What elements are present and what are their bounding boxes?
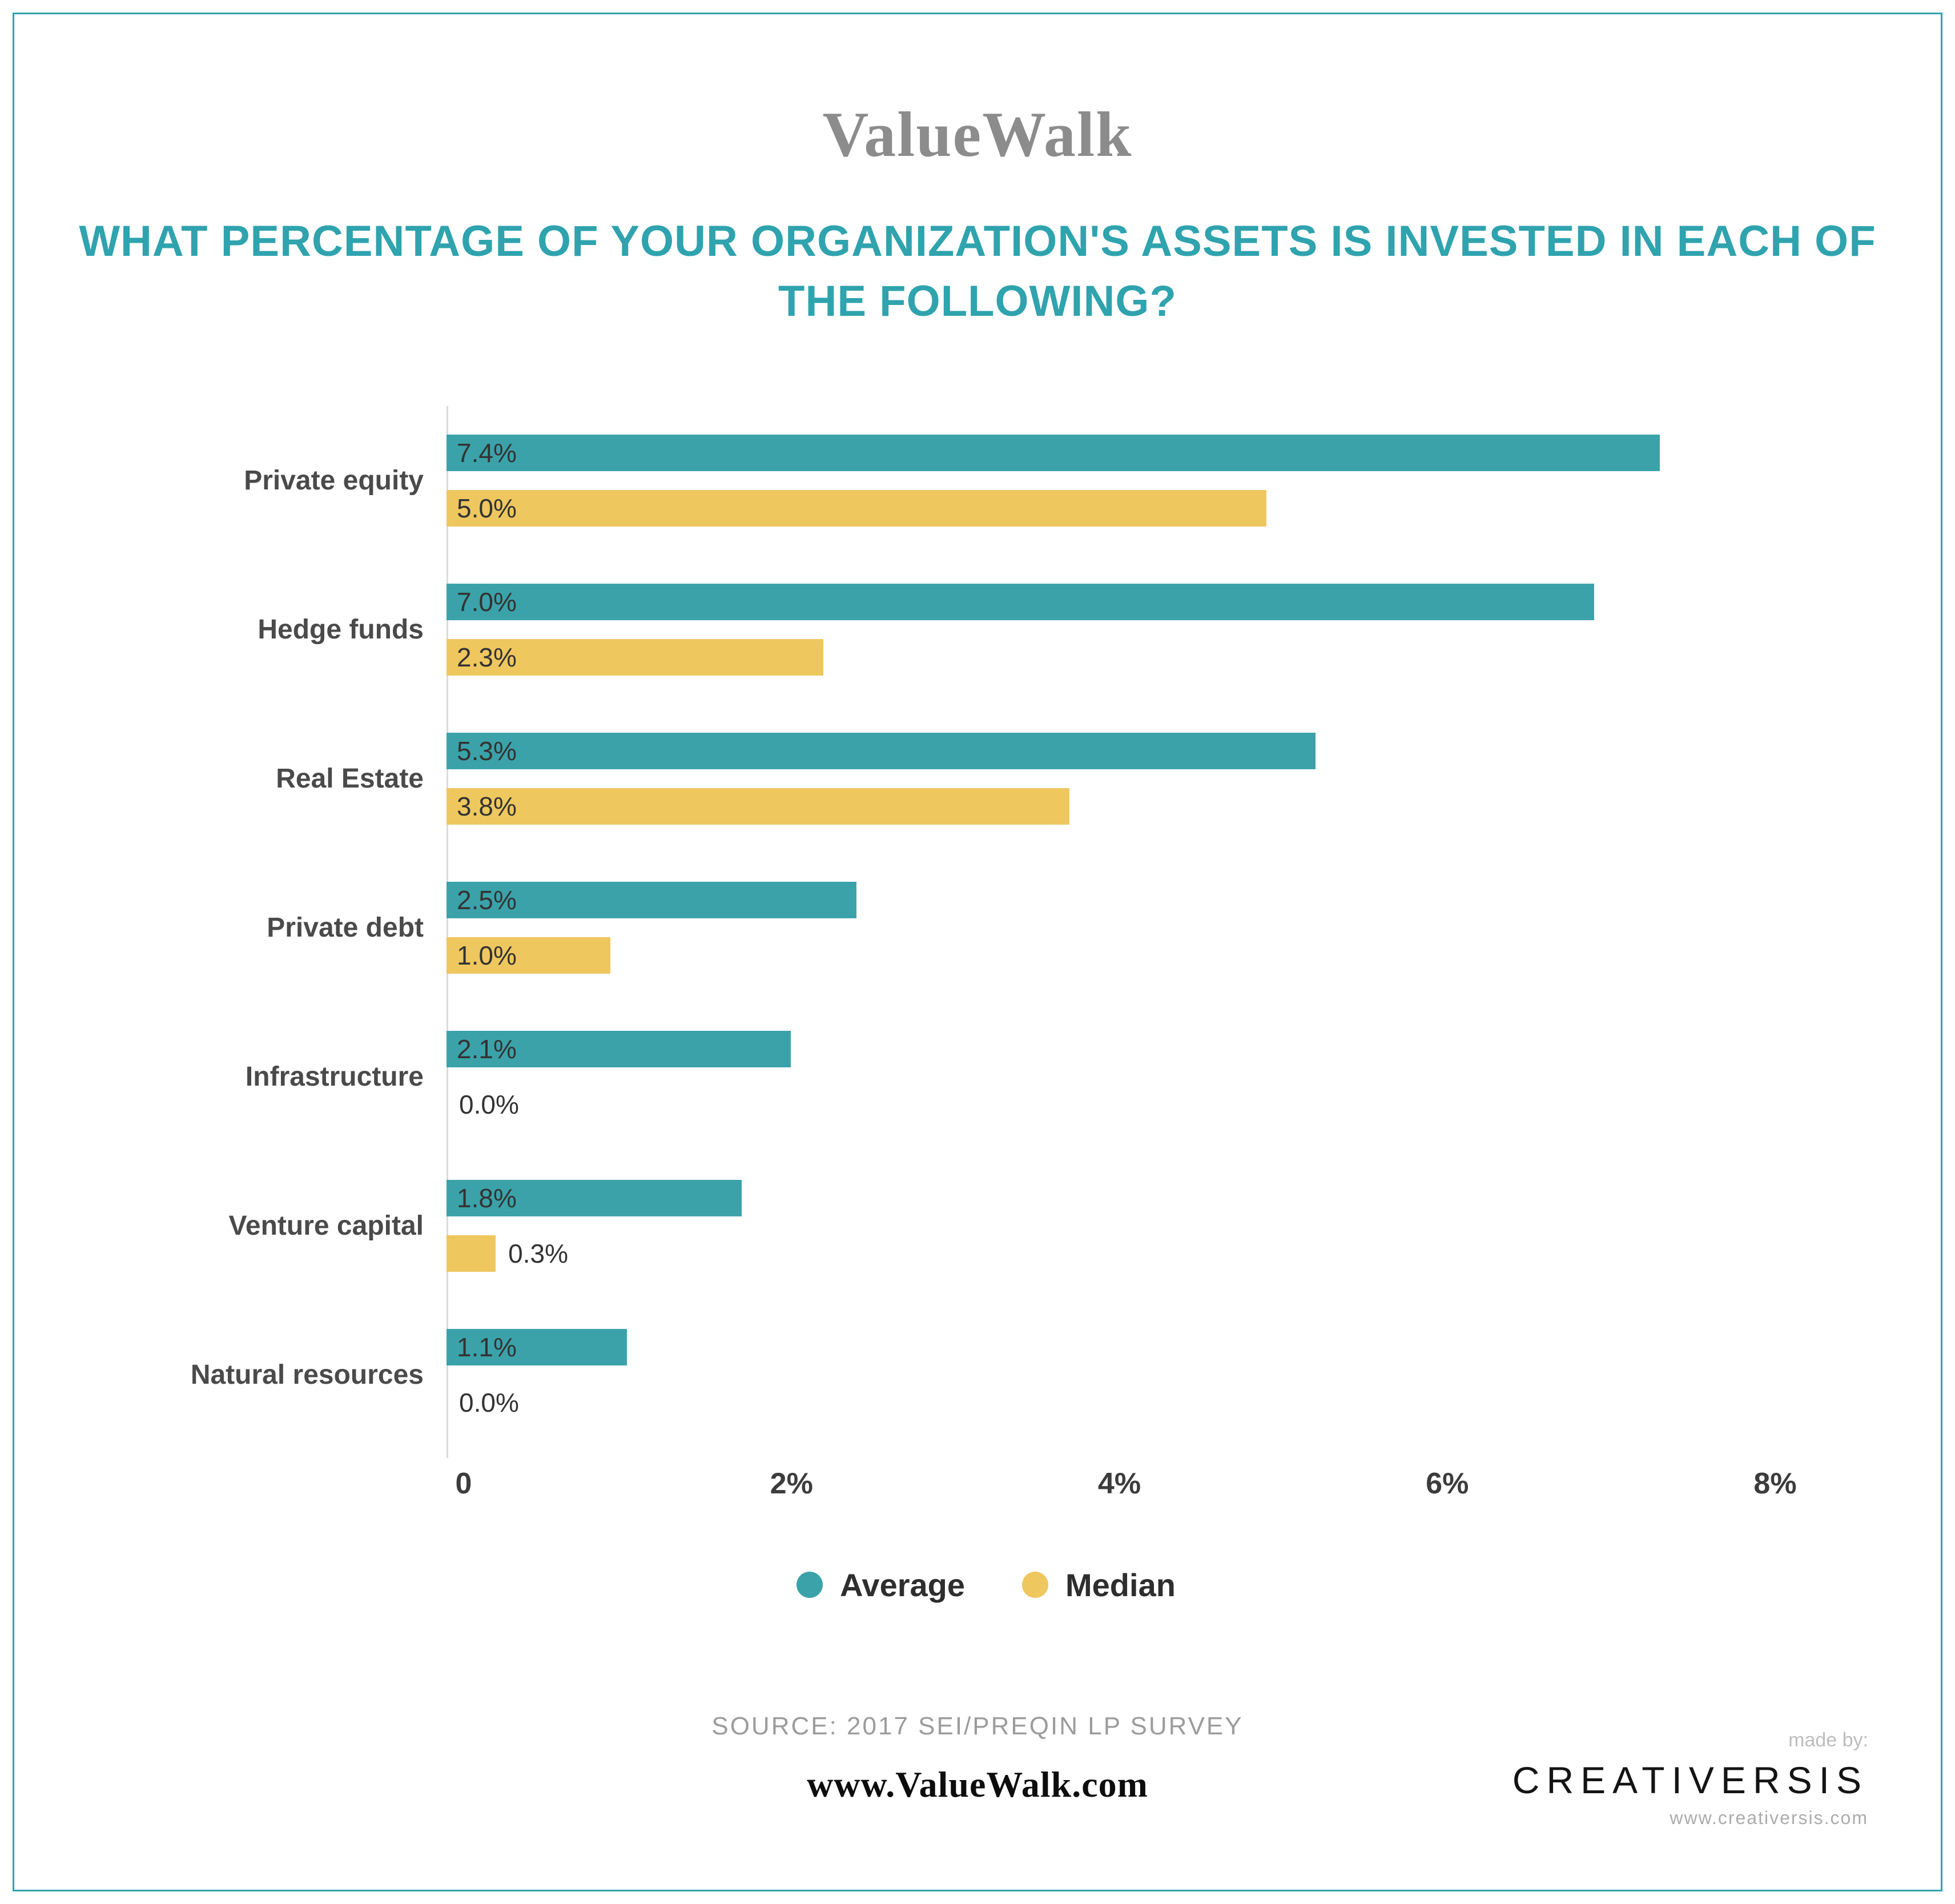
average-bar — [446, 881, 856, 918]
median-bar — [446, 638, 824, 676]
creativersis-url: www.creativersis.com — [1670, 1807, 1868, 1828]
value-label: 7.4% — [457, 437, 517, 468]
bar-row: 7.0% — [446, 583, 1758, 620]
chart-group: Real Estate 5.3% 3.8% — [30, 704, 1942, 853]
value-label: 3.8% — [457, 791, 517, 821]
x-tick-label: 0 — [455, 1467, 472, 1500]
chart-group: Infrastructure 2.1% 0.0% — [30, 1002, 1942, 1151]
x-tick-label: 4% — [1097, 1467, 1141, 1500]
source-text: SOURCE: 2017 SEI/PREQIN LP SURVEY — [711, 1712, 1244, 1740]
value-label: 0.3% — [508, 1238, 568, 1268]
average-bar — [446, 732, 1316, 769]
chart-group: Private equity 7.4% 5.0% — [30, 406, 1942, 555]
chart-group: Venture capital 1.8% 0.3% — [30, 1151, 1942, 1300]
x-axis: 0 2% 4% 6% 8% — [456, 1467, 1797, 1509]
value-label: 2.5% — [457, 885, 517, 915]
infographic: ValueWalk WHAT PERCENTAGE OF YOUR ORGANI… — [13, 13, 1942, 1891]
average-bar — [446, 1179, 742, 1216]
category-label: Natural resources — [190, 1359, 424, 1390]
x-tick-label: 6% — [1426, 1467, 1469, 1500]
bar-pair: 5.3% 3.8% — [446, 732, 1758, 825]
legend-item: Median — [1022, 1566, 1176, 1604]
category-label: Infrastructure — [245, 1061, 424, 1092]
value-label: 0.0% — [459, 1089, 519, 1119]
category-label: Real Estate — [276, 763, 424, 794]
bar-pair: 2.1% 0.0% — [446, 1030, 1758, 1123]
median-bar — [446, 1235, 496, 1272]
chart-legend: Average Median — [30, 1566, 1942, 1604]
median-bar — [446, 937, 611, 974]
average-bar — [446, 1030, 791, 1067]
x-tick-label: 8% — [1753, 1467, 1797, 1500]
bar-row: 0.0% — [446, 1384, 1758, 1421]
category-label: Private debt — [267, 912, 424, 943]
bar-row: 1.0% — [446, 937, 1758, 974]
bar-chart: Private equity 7.4% 5.0% Hedge funds 7.0% 2.3… — [13, 405, 1942, 1604]
median-bar — [446, 489, 1266, 527]
made-by-block: made by: CREATIVERSIS www.creativersis.c… — [1512, 1729, 1868, 1829]
category-label: Private equity — [244, 465, 424, 496]
value-label: 0.0% — [459, 1387, 519, 1417]
legend-label: Average — [840, 1566, 966, 1603]
value-label: 5.3% — [457, 736, 517, 766]
made-by-label: made by: — [1788, 1729, 1868, 1751]
bar-pair: 1.1% 0.0% — [446, 1328, 1758, 1421]
bar-row: 3.8% — [446, 788, 1758, 825]
bar-pair: 2.5% 1.0% — [446, 881, 1758, 974]
category-label: Hedge funds — [258, 614, 424, 645]
median-bar — [446, 788, 1070, 825]
value-label: 1.1% — [457, 1332, 517, 1362]
average-bar — [446, 1328, 627, 1365]
creativersis-logo: CREATIVERSIS — [1512, 1759, 1868, 1801]
bar-row: 1.8% — [446, 1179, 1758, 1216]
chart-plot-area: Private equity 7.4% 5.0% Hedge funds 7.0% 2.3… — [30, 405, 1942, 1458]
x-tick-label: 2% — [770, 1467, 813, 1500]
bar-row: 2.3% — [446, 638, 1758, 676]
average-bar — [446, 434, 1660, 471]
bar-row: 0.3% — [446, 1235, 1758, 1272]
bar-row: 1.1% — [446, 1328, 1758, 1365]
average-bar — [446, 583, 1594, 620]
value-label: 1.8% — [457, 1183, 517, 1213]
bar-pair: 7.0% 2.3% — [446, 583, 1758, 676]
valuewalk-url: www.ValueWalk.com — [807, 1764, 1148, 1805]
y-axis-line — [446, 405, 448, 1458]
value-label: 2.1% — [457, 1034, 517, 1064]
bar-row: 5.3% — [446, 732, 1758, 769]
valuewalk-logo: ValueWalk — [822, 99, 1133, 170]
chart-group: Private debt 2.5% 1.0% — [30, 853, 1942, 1002]
bar-row: 2.5% — [446, 881, 1758, 918]
bar-row: 0.0% — [446, 1086, 1758, 1123]
value-label: 7.0% — [457, 587, 517, 617]
value-label: 1.0% — [457, 940, 517, 970]
value-label: 5.0% — [457, 493, 517, 523]
bar-row: 5.0% — [446, 489, 1758, 527]
category-label: Venture capital — [228, 1210, 424, 1241]
chart-title: WHAT PERCENTAGE OF YOUR ORGANIZATION'S A… — [79, 217, 1876, 326]
legend-dot — [1022, 1572, 1049, 1598]
bar-pair: 7.4% 5.0% — [446, 434, 1758, 527]
bar-row: 2.1% — [446, 1030, 1758, 1067]
chart-group: Hedge funds 7.0% 2.3% — [30, 555, 1942, 704]
legend-dot — [797, 1572, 823, 1598]
legend-label: Median — [1065, 1566, 1176, 1603]
chart-group: Natural resources 1.1% 0.0% — [30, 1300, 1942, 1449]
bar-row: 7.4% — [446, 434, 1758, 471]
legend-item: Average — [797, 1566, 965, 1604]
bar-pair: 1.8% 0.3% — [446, 1179, 1758, 1272]
value-label: 2.3% — [457, 642, 517, 672]
